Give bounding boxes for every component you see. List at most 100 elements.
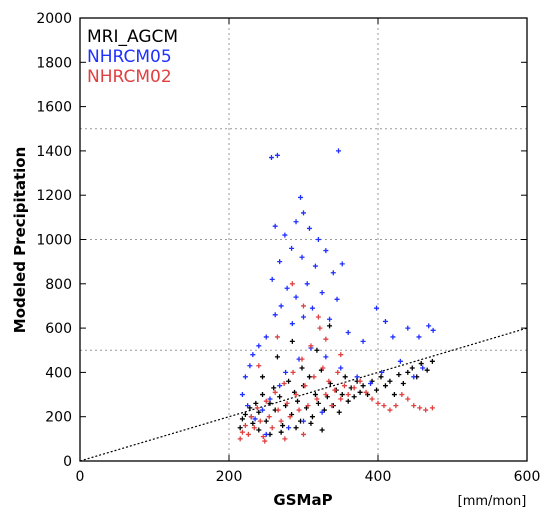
data-point (338, 352, 344, 358)
data-point (411, 403, 417, 409)
data-point (411, 374, 417, 380)
reference-line-1to1 (79, 327, 528, 462)
data-point (289, 321, 295, 327)
data-point (314, 396, 320, 402)
data-point (374, 305, 380, 311)
y-tick-label: 800 (45, 277, 72, 293)
data-point (299, 254, 305, 260)
data-point (345, 392, 351, 398)
data-point (323, 354, 329, 360)
data-point (260, 392, 266, 398)
data-point (341, 383, 347, 389)
data-point (278, 418, 284, 424)
data-point (391, 392, 397, 398)
data-point (278, 429, 284, 435)
y-tick-label: 0 (63, 454, 72, 470)
data-point (250, 352, 256, 358)
x-axis-unit: [mm/mon] (458, 494, 527, 509)
data-point (396, 372, 402, 378)
data-point (277, 394, 283, 400)
data-point (387, 407, 393, 413)
data-point (374, 387, 380, 393)
data-point (245, 403, 251, 409)
data-point (315, 400, 321, 406)
data-point (242, 423, 248, 429)
data-point (308, 343, 314, 349)
data-point (381, 403, 387, 409)
data-point (277, 259, 283, 265)
data-point (429, 358, 435, 364)
data-point (354, 374, 360, 380)
data-point (423, 407, 429, 413)
x-axis-ticks: 0 200 400 600 (76, 18, 541, 485)
data-point (290, 369, 296, 375)
data-point (399, 392, 405, 398)
data-point (323, 392, 329, 398)
data-point (315, 237, 321, 242)
data-point (257, 418, 263, 424)
data-point (299, 356, 305, 362)
data-point (274, 152, 280, 158)
grid-lines (80, 18, 527, 461)
data-point (323, 248, 329, 254)
data-point (345, 398, 351, 404)
data-point (271, 385, 277, 391)
data-point (319, 409, 325, 415)
y-axis-label: Modeled Precipitation (11, 147, 29, 333)
data-point (282, 436, 288, 442)
data-point (418, 361, 424, 367)
data-point (369, 396, 375, 402)
y-tick-label: 1400 (36, 144, 72, 160)
data-point (298, 194, 304, 200)
data-points (237, 148, 436, 444)
data-point (262, 438, 268, 444)
x-tick-label: 200 (216, 469, 243, 485)
data-point (405, 369, 411, 375)
x-tick-label: 400 (365, 469, 392, 485)
data-point (269, 276, 275, 282)
data-point (382, 383, 388, 389)
data-point (272, 312, 278, 318)
data-point (387, 378, 393, 384)
data-point (302, 383, 308, 389)
series-mri-agcm (237, 323, 435, 437)
legend-mri-agcm: MRI_AGCM (87, 27, 178, 47)
data-point (263, 431, 269, 437)
data-point (289, 338, 295, 344)
data-point (242, 374, 248, 380)
data-point (287, 414, 293, 420)
data-point (239, 416, 245, 422)
data-point (293, 392, 299, 398)
data-point (409, 365, 415, 371)
data-point (253, 400, 259, 406)
data-point (286, 425, 292, 431)
data-point (417, 405, 423, 411)
y-tick-label: 1600 (36, 100, 72, 116)
data-point (309, 305, 315, 311)
data-point (311, 374, 317, 380)
data-point (252, 416, 258, 422)
data-point (263, 398, 269, 404)
x-tick-label: 600 (514, 469, 541, 485)
data-point (400, 380, 406, 386)
data-point (274, 354, 280, 360)
data-point (296, 407, 302, 413)
y-tick-label: 200 (45, 410, 72, 426)
legend-nhrcm05: NHRCM05 (87, 47, 172, 67)
y-tick-label: 2000 (36, 11, 72, 27)
data-point (338, 396, 344, 402)
data-point (327, 316, 333, 322)
data-point (237, 425, 243, 431)
data-point (357, 389, 363, 395)
data-point (301, 303, 306, 309)
data-point (424, 367, 430, 373)
y-tick-label: 1200 (36, 188, 72, 204)
data-point (314, 347, 320, 353)
data-point (245, 431, 251, 437)
data-point (254, 405, 260, 411)
data-point (267, 400, 273, 406)
data-point (360, 383, 366, 389)
data-point (272, 389, 278, 395)
data-point (281, 380, 287, 386)
data-point (338, 365, 344, 371)
